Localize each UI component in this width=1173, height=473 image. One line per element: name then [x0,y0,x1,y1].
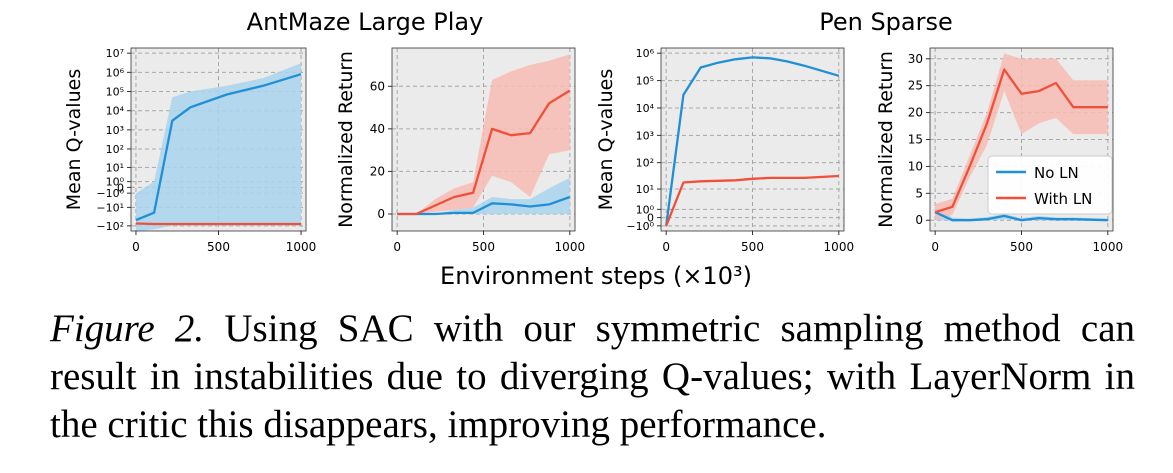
p0-ylabel: Mean Q-values [63,69,85,210]
p0-ytick-label-4: 10⁰ [106,176,125,189]
p3-ytick-label-6: 30 [908,52,923,66]
p2-ytick-label-5: 10³ [636,129,654,142]
p1-ytick-label-1: 20 [370,164,385,178]
p2-ytick-label-3: 10¹ [636,183,654,196]
p0-ytick-label-2: −10⁰ [96,187,124,200]
legend-label-no-ln: No LN [1034,164,1079,182]
p1-band-with-ln [397,54,570,215]
p0-ytick-label-5: 10¹ [106,161,124,174]
caption-text: Using SAC with our symmetric sampling me… [50,307,1135,446]
p0-ytick-label-6: 10² [106,143,124,156]
p1-band-no-ln [397,177,570,214]
p0-ytick-label-7: 10³ [106,124,124,137]
p3-ytick-label-2: 10 [908,159,923,173]
p3-ytick-label-4: 20 [908,106,923,120]
legend-label-with-ln: With LN [1034,190,1092,208]
p3-xtick-label-0: 0 [931,240,939,254]
p0-ytick-label-10: 10⁶ [106,66,125,79]
p2-ytick-label-2: 10⁰ [636,203,655,216]
group-title-antmaze: AntMaze Large Play [247,8,484,36]
p2-ytick-label-4: 10² [636,157,654,170]
p3-xtick-label-1000: 1000 [1093,240,1124,254]
p1-ytick-label-2: 40 [370,122,385,136]
group-title-pen-sparse: Pen Sparse [819,8,953,36]
figure-caption: Figure 2. Using SAC with our symmetric s… [50,305,1135,449]
p0-ytick-label-9: 10⁵ [106,86,124,99]
p2-xtick-label-1000: 1000 [824,240,855,254]
p1-ytick-label-3: 60 [370,79,385,93]
p0-ytick-label-0: −10² [96,220,124,233]
p2-ytick-label-8: 10⁶ [636,47,655,60]
p3-ytick-label-0: 0 [915,213,923,227]
p0-line-no-ln [135,73,302,222]
p3-ytick-label-5: 25 [908,79,923,93]
caption-label: Figure 2. [50,307,205,350]
p0-ytick-label-1: −10¹ [96,201,124,214]
p1-line-no-ln [397,195,571,216]
p0-line-with-ln [135,222,301,226]
p2-ylabel: Mean Q-values [595,69,617,210]
p1-ytick-label-0: 0 [377,207,385,221]
p0-xtick-label-1000: 1000 [286,240,317,254]
legend-box [987,155,1113,215]
p2-line-with-ln [665,174,839,227]
p3-ylabel: Normalized Return [875,51,897,228]
p0-xtick-label-500: 500 [207,240,230,254]
panel-antmaze-return: 0 500 1000 0 20 40 60 Normalized Return [335,47,586,254]
panel-pen-return: 0 500 1000 0 5 10 15 20 25 30 Normalized Return No … [875,47,1124,254]
p3-ytick-label-1: 5 [915,186,923,200]
p1-xtick-label-0: 0 [393,240,401,254]
p1-line-with-ln [397,89,571,216]
p3-xtick-label-500: 500 [1010,240,1033,254]
p0-ytick-label-8: 10⁴ [106,105,125,118]
p3-line-no-ln [934,211,1108,222]
p0-ytick-label-3: 0 [117,181,124,194]
p3-line-with-ln [934,68,1108,214]
figure: AntMaze Large Play Pen Sparse 0 500 1000−1… [63,8,1124,290]
p2-line-no-ln [665,56,840,226]
p2-ytick-label-7: 10⁵ [636,75,654,88]
p3-ytick-label-3: 15 [908,133,923,147]
panel-antmaze-q-values: 0 500 1000−10²−10¹−10⁰010⁰10¹10²10³10⁴10⁵1… [63,47,316,254]
p2-xtick-label-0: 0 [662,240,670,254]
p0-ytick-label-11: 10⁷ [106,47,124,60]
p1-xtick-label-1000: 1000 [555,240,586,254]
p2-ytick-label-1: 0 [647,212,654,225]
p0-band-no-ln [136,63,301,232]
shared-x-axis-label: Environment steps (×10³) [440,262,752,290]
p0-xtick-label-0: 0 [132,240,140,254]
p1-ylabel: Normalized Return [335,51,357,228]
p2-xtick-label-500: 500 [741,240,764,254]
p2-ytick-label-6: 10⁴ [636,102,655,115]
p2-ytick-label-0: −10⁰ [626,220,654,233]
p1-xtick-label-500: 500 [472,240,495,254]
